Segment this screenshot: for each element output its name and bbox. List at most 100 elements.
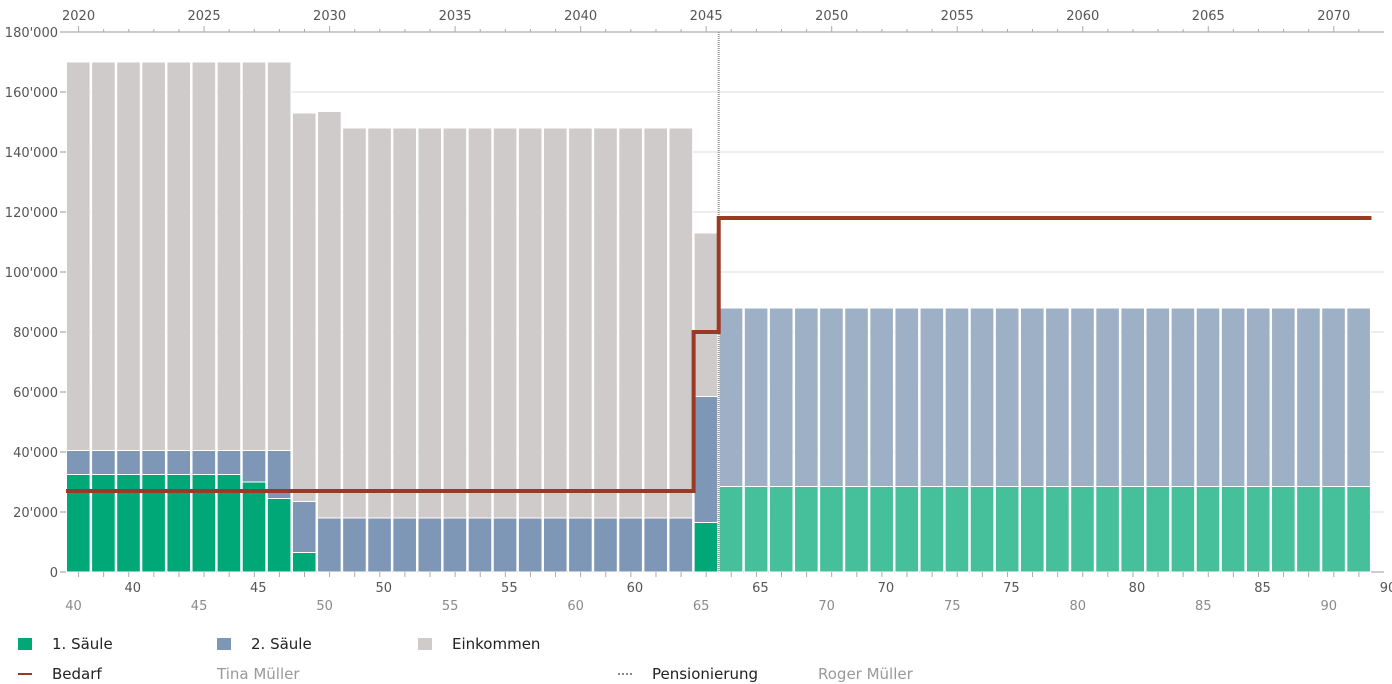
y-tick-label: 140'000 [5, 146, 58, 161]
bar-einkommen [116, 61, 141, 451]
y-tick-label: 60'000 [13, 386, 58, 401]
y-tick-label: 20'000 [13, 506, 58, 521]
bedarf-path [66, 216, 1372, 493]
bar-saeule-2 [166, 450, 192, 475]
bar-saeule-1 [1095, 486, 1120, 573]
bar-saeule-2 [944, 307, 970, 487]
legend-swatch-saeule-2 [217, 638, 231, 650]
age-label-person1: 90 [1380, 581, 1392, 596]
bar-saeule-2 [693, 396, 719, 523]
bar-saeule-2 [291, 501, 317, 553]
bar-saeule-1 [1070, 486, 1095, 573]
legend-label-roger: Roger Müller [818, 665, 913, 683]
bar-saeule-1 [1195, 486, 1221, 573]
age-label-person2: 45 [191, 599, 208, 614]
top-year-label: 2060 [1066, 9, 1099, 24]
y-tick-label: 40'000 [13, 446, 58, 461]
bar-saeule-1 [1019, 486, 1045, 573]
top-year-label: 2055 [941, 9, 974, 24]
legend-label-pensionierung: Pensionierung [652, 665, 759, 683]
top-year-label: 2045 [690, 9, 723, 24]
bar-einkommen [91, 61, 116, 451]
legend-item-pensionierung[interactable]: Pensionierung [618, 664, 758, 684]
age-label-person2: 70 [818, 599, 835, 614]
bar-saeule-1 [291, 552, 317, 573]
age-label-person1: 80 [1129, 581, 1146, 596]
bar-saeule-2 [141, 450, 166, 475]
bar-saeule-2 [442, 517, 468, 573]
bar-saeule-1 [894, 486, 920, 573]
y-tick-label: 80'000 [13, 326, 58, 341]
bar-einkommen [342, 127, 367, 519]
bar-saeule-2 [91, 450, 116, 475]
age-label-person1: 60 [627, 581, 644, 596]
bar-saeule-1 [266, 498, 292, 573]
bar-saeule-2 [392, 517, 417, 573]
top-year-label: 2070 [1317, 9, 1350, 24]
bar-saeule-1 [1296, 486, 1321, 573]
bar-einkommen [216, 61, 242, 451]
age-label-person2: 55 [442, 599, 459, 614]
legend-item-saeule-1[interactable]: 1. Säule [18, 634, 113, 654]
top-year-label: 2020 [62, 9, 95, 24]
top-year-label: 2065 [1192, 9, 1225, 24]
age-label-person1: 40 [124, 581, 141, 596]
legend-item-saeule-2[interactable]: 2. Säule [217, 634, 312, 654]
top-year-label: 2030 [313, 9, 346, 24]
legend-swatch-saeule-1 [18, 638, 32, 650]
legend-swatch-bedarf [18, 673, 32, 675]
bar-saeule-2 [417, 517, 443, 573]
bar-einkommen [643, 127, 669, 519]
legend-item-roger[interactable]: Roger Müller [818, 664, 913, 684]
bar-saeule-2 [568, 517, 593, 573]
bar-einkommen [317, 111, 342, 519]
legend-label-saeule-1: 1. Säule [52, 635, 113, 653]
age-label-person1: 55 [501, 581, 518, 596]
bar-saeule-2 [1220, 307, 1246, 487]
bar-saeule-2 [467, 517, 493, 573]
bar-saeule-2 [367, 517, 392, 573]
legend-label-bedarf: Bedarf [52, 665, 102, 683]
bar-saeule-1 [1120, 486, 1146, 573]
bar-saeule-2 [1296, 307, 1321, 487]
legend-item-tina[interactable]: Tina Müller [217, 664, 300, 684]
bar-einkommen [141, 61, 166, 451]
bar-saeule-1 [241, 481, 267, 573]
bedarf-line [66, 216, 1372, 493]
bar-saeule-2 [718, 307, 744, 487]
age-label-person2: 90 [1321, 599, 1338, 614]
legend-item-einkommen[interactable]: Einkommen [418, 634, 540, 654]
bar-saeule-2 [1045, 307, 1070, 487]
bar-einkommen [618, 127, 643, 519]
bar-saeule-1 [1045, 486, 1070, 573]
pension-chart: 0 20'000 40'000 60'000 80'000 100'000 120'000 1… [5, 9, 1392, 614]
bar-saeule-2 [542, 517, 568, 573]
bar-saeule-1 [1170, 486, 1196, 573]
bar-einkommen [467, 127, 493, 519]
bar-saeule-1 [869, 486, 894, 573]
bar-einkommen [693, 232, 719, 397]
bar-saeule-2 [1120, 307, 1146, 487]
bar-saeule-2 [919, 307, 945, 487]
legend-swatch-einkommen [418, 638, 432, 650]
bar-saeule-2 [869, 307, 894, 487]
legend-item-bedarf[interactable]: Bedarf [18, 664, 102, 684]
bar-saeule-2 [191, 450, 217, 475]
bar-saeule-1 [794, 486, 819, 573]
legend: 1. Säule 2. Säule Einkommen Bedarf Tina … [0, 628, 1392, 684]
bar-saeule-2 [844, 307, 869, 487]
bar-einkommen [392, 127, 417, 519]
bar-saeule-2 [768, 307, 794, 487]
bar-saeule-1 [1245, 486, 1271, 573]
bar-saeule-2 [593, 517, 618, 573]
bar-saeule-1 [1145, 486, 1171, 573]
bar-saeule-2 [969, 307, 995, 487]
bar-saeule-2 [1145, 307, 1171, 487]
bar-einkommen [291, 112, 317, 502]
legend-label-tina: Tina Müller [217, 665, 300, 683]
bar-saeule-2 [1321, 307, 1346, 487]
bar-saeule-2 [643, 517, 669, 573]
bar-saeule-2 [1170, 307, 1196, 487]
bar-saeule-2 [1195, 307, 1221, 487]
bar-einkommen [241, 61, 267, 451]
